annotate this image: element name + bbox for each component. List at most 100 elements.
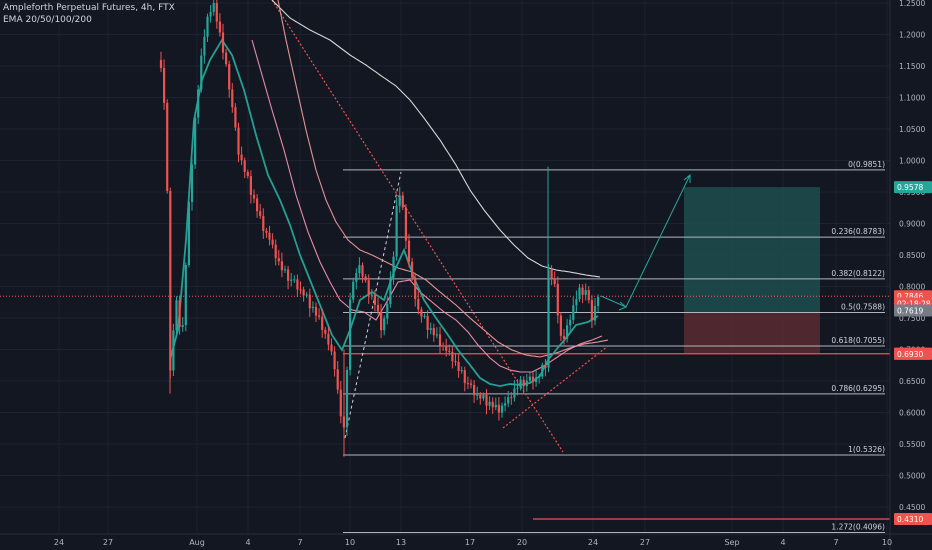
candle-body (373, 294, 376, 305)
candle-body (451, 351, 454, 362)
candle-body (500, 405, 504, 413)
candle-body (575, 299, 578, 306)
candle-body (228, 64, 231, 90)
candle-body (175, 300, 178, 331)
candle-body (268, 232, 271, 240)
candle-body (339, 389, 342, 417)
price-badge-label: 0.7619 (897, 307, 923, 316)
candle-body (448, 350, 451, 352)
candle-body (218, 21, 221, 33)
price-badge-bg (894, 304, 932, 317)
candle-body (321, 316, 324, 330)
candle-body (327, 333, 330, 345)
price-tick-label: 1.0000 (899, 157, 925, 166)
projection-path[interactable] (600, 173, 691, 311)
candle-body (364, 276, 367, 281)
price-badge-label: 0.9578 (897, 183, 923, 192)
descending-trendline[interactable] (271, 0, 564, 453)
candle-body (516, 387, 519, 389)
candle-body (246, 171, 249, 177)
candle-body (370, 294, 373, 296)
candle-body (597, 297, 600, 306)
candle-body (212, 3, 215, 12)
candle-body (401, 195, 404, 208)
candle-body (187, 202, 190, 265)
candle-body (290, 279, 293, 281)
time-tick-label: 7 (833, 538, 838, 547)
candle-body (590, 300, 593, 321)
candle-body (569, 319, 572, 326)
fib-level-label: 0.618(0.7055) (831, 336, 885, 345)
candle-body (209, 11, 212, 17)
candle-body (584, 290, 587, 295)
candle-body (445, 345, 448, 351)
time-tick-label: Sep (724, 538, 739, 547)
fib-level-label: 1.272(0.4096) (831, 522, 885, 531)
price-tick-label: 0.6000 (899, 409, 925, 418)
candle-body (318, 315, 321, 317)
price-tick-label: 0.6500 (899, 377, 925, 386)
candle-body (417, 299, 420, 310)
fib-level-label: 0.382(0.8122) (831, 269, 885, 278)
candle-body (163, 68, 166, 103)
candle-body (237, 127, 240, 155)
candle-body (562, 335, 566, 339)
time-tick-label: 24 (588, 538, 598, 547)
price-badge-bg (894, 181, 932, 194)
projection-arrow-down (618, 301, 627, 311)
candle-body (308, 294, 311, 309)
price-badge-label: 0.6930 (897, 350, 923, 359)
time-tick-label: 20 (517, 538, 527, 547)
candle-body (581, 287, 584, 295)
fib-level-label: 1(0.5326) (848, 445, 885, 454)
time-axis[interactable]: 24 27 Aug 4 7 10 13 17 20 24 27 Sep 4 7 10 (0, 533, 932, 547)
price-tick-label: 0.7500 (899, 314, 925, 323)
candle-body (497, 404, 500, 413)
candle-body (411, 261, 414, 278)
candle-body (407, 240, 411, 262)
candle-body (392, 256, 395, 278)
chart-title: Ampleforth Perpetual Futures, 4h, FTX (3, 3, 175, 13)
candle-body (243, 160, 246, 172)
candle-body (293, 279, 296, 281)
time-tick-label: 10 (882, 538, 892, 547)
candle-body (166, 103, 169, 191)
candle-body (435, 334, 438, 336)
ema200-line (271, 0, 601, 278)
candles (159, 0, 600, 457)
candle-body (299, 289, 302, 291)
candle-body (473, 384, 476, 396)
candle-body (420, 309, 423, 317)
candle-body (262, 215, 265, 231)
price-badge-label: 0.7846 (897, 292, 923, 301)
position-zones (684, 187, 820, 354)
candle-body (361, 265, 364, 277)
fib-retracement[interactable]: 0(0.9851) 0.236(0.8783) 0.382(0.8122) 0.5(0… (343, 160, 885, 533)
candle-body (566, 325, 569, 339)
price-tick-label: 0.8500 (899, 251, 925, 260)
candle-body (442, 345, 445, 347)
price-tick-label: 1.2500 (899, 0, 925, 8)
candle-body (287, 269, 290, 281)
price-badge-label: 02:18:28 (897, 299, 931, 308)
profit-zone (684, 187, 820, 313)
candle-body (296, 279, 299, 290)
candle-body (259, 211, 262, 216)
fib-level-label: 0(0.9851) (848, 160, 885, 169)
candle-body (491, 401, 494, 408)
candle-body (240, 154, 243, 161)
candle-body (572, 305, 575, 320)
candle-body (305, 294, 308, 296)
candle-body (197, 89, 200, 118)
candle-body (265, 230, 268, 233)
candle-body (488, 401, 491, 406)
price-tick-label: 0.4500 (899, 503, 925, 512)
time-tick-label: 4 (780, 538, 785, 547)
candle-body (184, 265, 187, 325)
candle-body (429, 328, 432, 330)
candle-body (252, 194, 256, 199)
loss-zone (684, 312, 820, 354)
candle-body (225, 52, 228, 65)
candle-body (404, 207, 407, 241)
